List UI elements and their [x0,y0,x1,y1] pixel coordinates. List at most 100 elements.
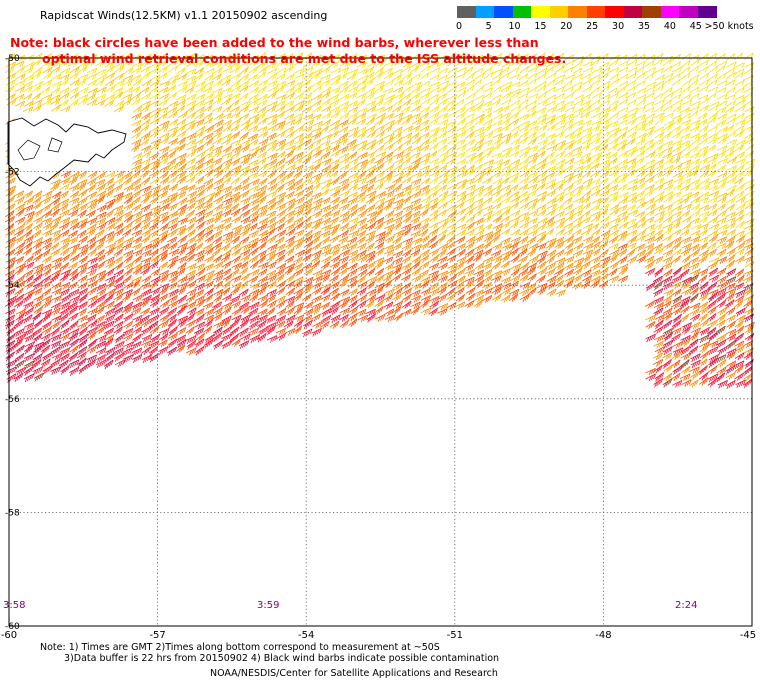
wind-barb [158,320,169,329]
wind-barb [456,91,466,99]
wind-barb [275,85,285,93]
wind-barb [149,248,159,258]
wind-barb [437,164,448,172]
wind-barb [419,165,430,172]
wind-barb [96,222,107,231]
wind-barb [284,80,296,87]
wind-barb [310,204,322,212]
wind-barb [338,145,349,154]
wind-barb [348,86,359,93]
wind-barb [167,65,178,73]
wind-barb [699,326,710,336]
wind-barb [626,157,637,165]
wind-barb [150,254,160,263]
wind-barb [231,85,241,93]
wind-barb [724,293,735,302]
wind-barb [5,85,15,93]
wind-barb [537,113,548,121]
wind-barb [149,287,161,296]
wind-barb [87,171,98,180]
wind-barb [563,255,575,264]
wind-barb [600,66,611,74]
wind-barb [256,60,267,68]
wind-barb [266,294,277,303]
wind-barb [717,177,728,184]
wind-barb [203,132,214,141]
wind-barb [94,59,105,67]
wind-barb [446,72,457,80]
wind-barb [456,170,467,178]
wind-barb [258,235,269,244]
wind-barb [618,60,629,67]
wind-barb [132,78,142,87]
wind-barb [545,100,556,107]
wind-barb [599,143,609,152]
wind-barb [32,99,43,106]
wind-barb [356,196,366,204]
wind-barb [410,198,422,206]
wind-barb [591,92,602,99]
wind-barb [346,224,358,232]
wind-barb [193,242,204,251]
wind-barb [203,93,214,101]
wind-barb [131,183,142,192]
wind-barb [698,196,709,204]
wind-barb [347,144,358,152]
wind-barb [616,86,627,94]
wind-barb [40,333,51,342]
wind-barb [123,313,134,323]
wind-barb [186,229,196,238]
wind-barb [302,215,312,225]
wind-barb [86,326,97,336]
wind-barb [735,119,746,126]
wind-barb [113,209,124,218]
wind-barb [564,275,575,284]
wind-barb [168,217,179,225]
wind-barb [679,313,690,323]
wind-barb [375,294,386,302]
wind-barb [635,182,646,190]
wind-barb [707,79,718,87]
wind-barb [77,65,88,73]
wind-barb [213,113,224,120]
wind-barb [87,331,97,341]
wind-barb [267,144,277,152]
wind-barb [519,196,530,203]
wind-barb [384,235,395,244]
wind-barb [212,274,224,283]
wind-barb [194,72,204,81]
wind-barb [554,144,564,152]
wind-barb [564,106,575,113]
wind-barb [51,216,62,224]
wind-barb [744,190,755,198]
wind-barb [537,72,547,80]
wind-barb [139,138,150,146]
wind-barb [690,302,701,311]
wind-barb [365,299,375,309]
wind-barb [149,159,161,167]
wind-barb [195,175,205,185]
wind-barb [708,373,719,383]
wind-barb [429,176,439,184]
wind-barb [248,275,259,284]
wind-barb [131,177,142,187]
wind-barb [536,144,547,153]
wind-barb [284,150,294,159]
wind-barb [328,203,340,212]
wind-barb [428,117,439,125]
wind-barb [734,151,745,159]
wind-barb [644,170,654,178]
wind-barb [6,295,17,305]
wind-barb [402,210,413,219]
wind-barb [726,320,736,329]
wind-barb [186,80,197,87]
wind-barb [717,137,728,144]
wind-barb [177,242,188,251]
wind-barb [447,138,458,145]
wind-barb [545,66,555,74]
wind-barb [141,71,151,80]
wind-barb [536,234,547,244]
wind-barb [292,256,303,265]
wind-barb [482,204,493,212]
wind-barb [42,312,52,323]
